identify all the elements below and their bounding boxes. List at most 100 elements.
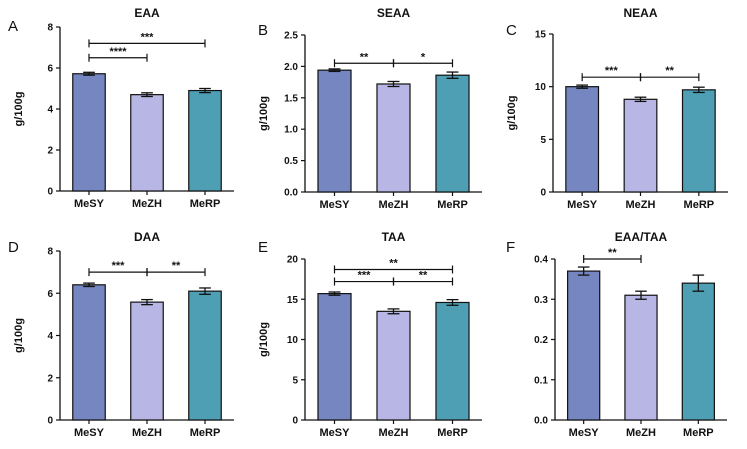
y-tick-label: 0.0 (534, 416, 548, 427)
bar-merp (681, 89, 716, 193)
y-tick-label: 8 (47, 247, 53, 258)
bar-mesy (317, 69, 352, 193)
y-axis-label: g/100g (13, 318, 25, 353)
significance-bracket: ** (583, 247, 642, 263)
y-tick-label: 2.0 (284, 62, 298, 73)
x-tick-label: MeRP (437, 427, 468, 439)
chart-title: EAA (134, 6, 160, 20)
bar-mesy (565, 86, 600, 193)
error-bar-mesy (83, 282, 95, 288)
error-bar-mezh (635, 290, 647, 300)
bar-mezh (624, 294, 658, 421)
bar-mesy (72, 284, 106, 421)
y-tick-label: 6 (47, 289, 53, 300)
significance-bracket: * (392, 51, 454, 68)
y-tick-label: 5 (292, 375, 298, 386)
x-tick-label: MeRP (190, 198, 221, 210)
x-tick-label: MeSY (320, 427, 351, 439)
significance-label: ** (389, 257, 398, 269)
panel-b: B SEAA g/100g 0.0 0.5 1.0 1.5 2.0 2.5 MeSY MeZH MeR… (258, 6, 482, 211)
y-axis-label: g/100g (258, 322, 270, 357)
panel-letter: D (8, 239, 19, 256)
y-tick-label: 4 (47, 331, 53, 342)
significance-bracket: ** (333, 51, 395, 68)
significance-label: *** (605, 65, 619, 77)
bar-mezh (376, 310, 411, 421)
y-tick-label: 20 (287, 255, 299, 266)
significance-bracket: ** (392, 270, 454, 286)
error-bar-mezh (387, 308, 400, 315)
y-tick-label: 2.5 (284, 31, 298, 42)
error-bar-mesy (576, 84, 589, 89)
bar-merp (188, 89, 222, 192)
chart-title: NEAA (623, 6, 657, 20)
significance-bracket: ** (639, 65, 700, 82)
significance-bracket: *** (88, 260, 148, 277)
x-tick-label: MeRP (437, 199, 468, 211)
x-tick-label: MeZH (132, 198, 162, 210)
y-tick-label: 0.1 (534, 375, 548, 386)
panel-letter: C (506, 22, 517, 39)
bar-mesy (317, 293, 352, 421)
error-bar-merp (692, 86, 705, 94)
panel-letter: A (8, 18, 18, 35)
chart-title: SEAA (377, 6, 411, 20)
y-tick-label: 1.0 (284, 125, 298, 136)
x-tick-label: MeRP (684, 199, 715, 211)
error-bar-merp (446, 71, 459, 79)
y-axis-label: g/100g (13, 92, 25, 127)
x-tick-label: MeZH (132, 427, 162, 439)
x-tick-label: MeRP (190, 427, 221, 439)
y-tick-label: 8 (47, 23, 53, 34)
chart-title: DAA (134, 230, 160, 244)
error-bar-mezh (141, 298, 153, 306)
y-tick-label: 0.5 (284, 156, 298, 167)
significance-label: ** (665, 65, 674, 77)
x-tick-label: MeSY (74, 427, 105, 439)
significance-bracket: **** (88, 46, 148, 62)
y-tick-label: 0.3 (534, 295, 548, 306)
significance-bracket: *** (333, 270, 395, 286)
error-bar-merp (199, 287, 211, 295)
significance-label: *** (112, 260, 126, 272)
significance-label: ** (419, 270, 428, 282)
bar-merp (188, 290, 222, 421)
panel-letter: B (258, 22, 268, 39)
significance-label: **** (109, 46, 127, 58)
x-tick-label: MeSY (569, 427, 600, 439)
error-bar-mesy (83, 71, 95, 76)
y-tick-label: 15 (287, 295, 299, 306)
significance-bracket: *** (88, 31, 206, 48)
x-tick-label: MeZH (626, 199, 656, 211)
x-tick-label: MeZH (379, 199, 409, 211)
x-tick-label: MeSY (320, 199, 351, 211)
x-tick-label: MeSY (74, 198, 105, 210)
error-bar-mesy (328, 68, 341, 73)
significance-label: * (421, 51, 426, 63)
y-axis-label: g/100g (506, 96, 518, 131)
y-tick-label: 5 (540, 135, 546, 146)
bar-merp (435, 74, 470, 193)
chart-title: TAA (382, 230, 406, 244)
bar-merp (435, 301, 470, 421)
y-tick-label: 0 (540, 188, 546, 199)
y-tick-label: 15 (535, 30, 547, 41)
y-tick-label: 2 (47, 146, 53, 157)
y-tick-label: 1.5 (284, 93, 298, 104)
y-tick-label: 4 (47, 105, 53, 116)
y-tick-label: 10 (535, 82, 547, 93)
error-bar-mezh (387, 80, 400, 88)
error-bar-mezh (634, 96, 647, 103)
y-axis-label: g/100g (258, 96, 270, 131)
panel-f: F EAA/TAA 0.0 0.1 0.2 0.3 0.4 MeSY MeZH MeRP ** (506, 230, 727, 439)
bar-mezh (376, 83, 411, 193)
error-bar-mesy (328, 291, 341, 296)
panel-letter: F (506, 239, 515, 256)
error-bar-merp (692, 274, 705, 292)
bar-mezh (130, 301, 164, 421)
error-bar-mesy (577, 266, 590, 276)
y-tick-label: 0 (292, 416, 298, 427)
